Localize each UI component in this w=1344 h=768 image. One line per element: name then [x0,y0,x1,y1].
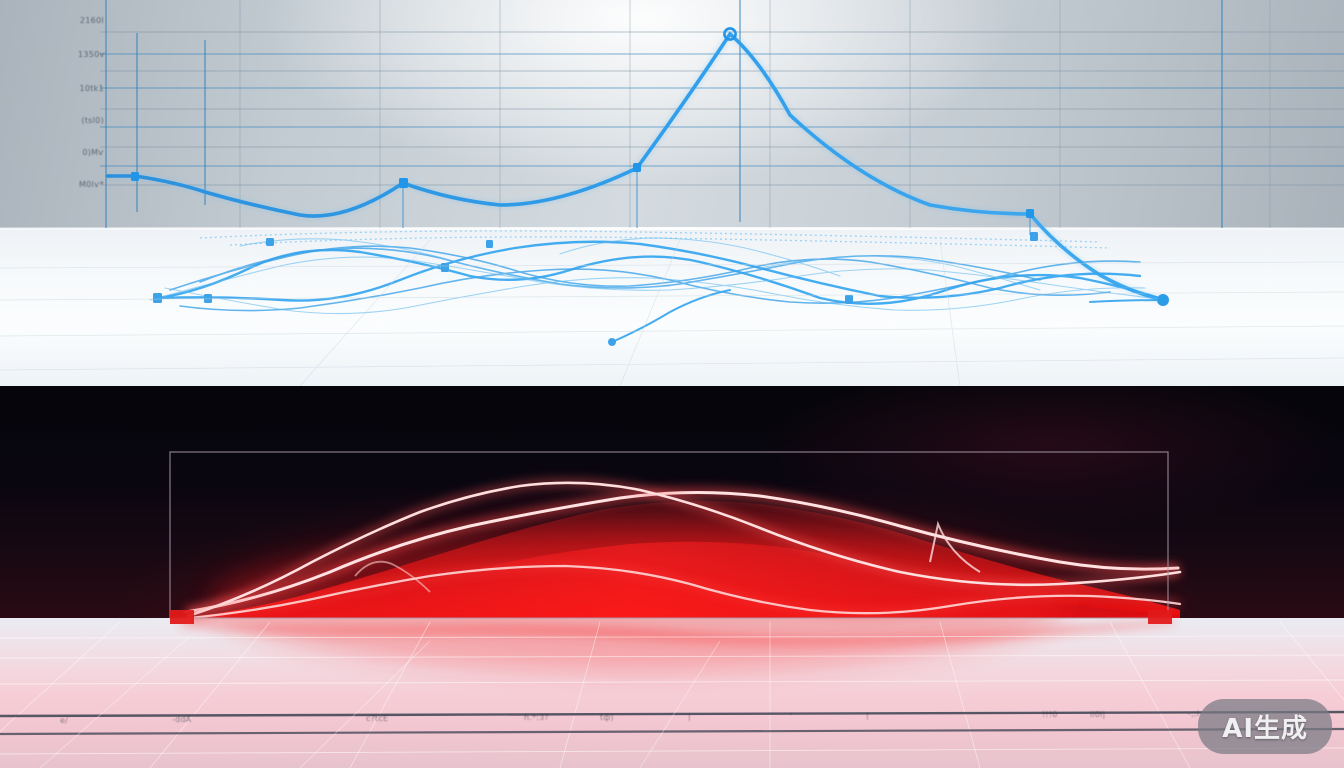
chart-frame-rect [169,451,1169,619]
wall-grid-horizontal-accent [100,53,1344,167]
red-curve-a [184,490,1180,614]
floor-sheen-streaks [39,635,721,768]
floor-tick-label-5: | [688,712,691,721]
floor-tick-label-4: tф) [600,713,614,722]
lower-chart-svg [0,451,1344,768]
upper-floor-perspective-lines [0,239,1344,386]
upper-blue-chart-panel: 2160l 1350ѵ 10tk1 (tsl0) 0)Mѵ M0lѵ* [0,0,1344,386]
red-curve-b [186,481,1182,618]
upper-chart-svg [0,0,1344,386]
y-axis-label-5: M0lѵ* [78,180,104,189]
wall-grid-vertical-accent [105,0,1223,228]
floor-node-markers [153,232,1168,346]
red-curve-fold [929,520,981,573]
floor-tick-label-0: e/ [60,716,69,725]
red-floor-bleed [180,620,1175,645]
lower-red-chart-panel: 12-2.2 Aocwstitty Acsacz Com Crodntne Sn… [0,386,1344,768]
red-ambient-glow [210,531,1070,671]
wall-grid-horizontal [100,31,1344,186]
y-axis-label-2: 10tk1 [79,84,104,93]
y-axis-label-1: 1350ѵ [78,50,106,59]
frame-base-right [1148,610,1172,624]
floor-tick-label-8: !!!0 [1042,710,1058,719]
y-axis-label-3: (tsl0) [81,116,104,125]
floor-tick-label-7: | [866,711,869,720]
floor-rail [0,710,1344,736]
frame-base-left [170,610,194,624]
floor-seam-line [0,227,1344,230]
floor-tick-label-1: -ddA [172,715,192,724]
red-curve-minor-fold [354,560,431,593]
marker-stems [402,172,1031,235]
wall-grid-vertical [239,0,1271,228]
y-axis-label-4: 0)Mѵ [82,148,104,157]
floor-tick-label-6: ' [790,712,793,721]
y-axis-label-0: 2160l [79,16,104,25]
ai-generated-watermark: AI生成 [1198,699,1332,754]
floor-tick-label-2: с?tсЕ [366,714,389,723]
floor-tick-label-10: -;;і [1188,709,1200,718]
red-curve-c [188,564,1182,620]
floor-tick-label-3: h.*:3? [524,713,549,722]
lower-floor-grid-receding [0,621,1344,768]
floor-tick-label-9: іl0l| [1090,710,1106,719]
